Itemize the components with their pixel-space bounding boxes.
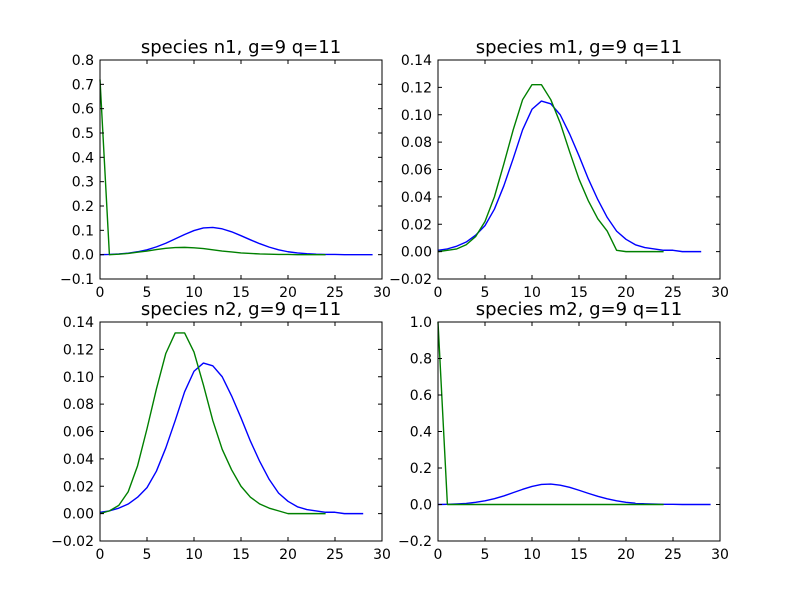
series-line-1: [437, 100, 702, 253]
x-tick-label: 20: [279, 547, 297, 563]
y-tick-label: 0.06: [63, 425, 94, 441]
x-tick-label: 30: [373, 547, 391, 563]
x-tick-label: 15: [570, 547, 588, 563]
series-line-2: [99, 79, 326, 256]
y-tick-label: 0.08: [401, 135, 432, 151]
subplot-2: 0 5 10 15 20 25 30 −0.02 0.00 0.02 0.04 0.06 0.08 0.1…: [389, 37, 729, 301]
x-tick-label: 5: [143, 285, 152, 301]
x-tick-label: 15: [570, 285, 588, 301]
y-tick-label: 0.6: [72, 102, 94, 118]
x-tick-label: 25: [326, 285, 344, 301]
x-tick-label: 0: [434, 547, 443, 563]
y-tick-label: 0.14: [63, 315, 94, 331]
y-tick-label: 0.12: [63, 342, 94, 358]
y-tick-label: 0.5: [72, 126, 94, 142]
y-tick-label: 0.2: [410, 461, 432, 477]
chart-title: species n1, g=9 q=11: [141, 37, 341, 58]
y-tick-label: 0.1: [72, 223, 94, 239]
y-tick-label: −0.02: [389, 272, 432, 288]
x-tick-label: 10: [523, 547, 541, 563]
y-tick-label: 0.10: [401, 108, 432, 124]
y-tick-label: 0.8: [72, 53, 94, 69]
y-tick-label: 0.4: [72, 150, 94, 166]
chart-title: species m1, g=9 q=11: [476, 37, 682, 58]
series-line-1: [437, 483, 711, 506]
series-line-1: [99, 362, 364, 515]
x-tick-label: 0: [434, 285, 443, 301]
x-tick-label: 10: [185, 547, 203, 563]
y-tick-label: 0.2: [72, 199, 94, 215]
subplot-1: 0 5 10 15 20 25 30 −0.1 0.0 0.1 0.2 0.3 0.4 0.5 0.6 0.7…: [60, 37, 391, 301]
subplot-4: 0 5 10 15 20 25 30 −0.2 0.0 0.2 0.4 0.6 0.8 1.0 specie…: [398, 299, 729, 563]
y-tick-label: 0.6: [410, 388, 432, 404]
x-tick-label: 25: [664, 285, 682, 301]
x-tick-label: 30: [711, 547, 729, 563]
y-tick-label: 0.4: [410, 425, 432, 441]
x-tick-label: 20: [617, 285, 635, 301]
y-tick-label: 0.7: [72, 77, 94, 93]
y-tick-label: 0.0: [72, 248, 94, 264]
series-line-2: [437, 321, 664, 506]
x-tick-label: 25: [664, 547, 682, 563]
x-tick-label: 5: [481, 547, 490, 563]
chart-title: species n2, g=9 q=11: [141, 299, 341, 320]
x-tick-label: 30: [711, 285, 729, 301]
x-tick-label: 10: [185, 285, 203, 301]
x-tick-label: 15: [232, 547, 250, 563]
series-line-2: [99, 332, 326, 515]
series-line-2: [437, 83, 664, 253]
y-tick-label: 0.3: [72, 175, 94, 191]
y-tick-label: 0.00: [63, 507, 94, 523]
x-tick-label: 30: [373, 285, 391, 301]
y-tick-label: 0.12: [401, 80, 432, 96]
y-tick-label: 0.14: [401, 53, 432, 69]
chart-title: species m2, g=9 q=11: [476, 299, 682, 320]
y-tick-label: 0.02: [401, 217, 432, 233]
y-tick-label: −0.2: [398, 534, 432, 550]
x-tick-label: 0: [96, 285, 105, 301]
y-tick-label: −0.02: [51, 534, 94, 550]
x-tick-label: 5: [143, 547, 152, 563]
x-tick-label: 15: [232, 285, 250, 301]
y-tick-label: 0.04: [401, 190, 432, 206]
y-tick-label: 0.00: [401, 245, 432, 261]
x-tick-label: 20: [279, 285, 297, 301]
y-tick-label: 0.0: [410, 498, 432, 514]
y-tick-label: −0.1: [60, 272, 94, 288]
x-tick-label: 5: [481, 285, 490, 301]
y-tick-label: 1.0: [410, 315, 432, 331]
y-tick-label: 0.10: [63, 370, 94, 386]
y-tick-label: 0.08: [63, 397, 94, 413]
x-tick-label: 10: [523, 285, 541, 301]
subplot-3: 0 5 10 15 20 25 30 −0.02 0.00 0.02 0.04 0.06 0.08 0.1…: [51, 299, 391, 563]
x-tick-label: 25: [326, 547, 344, 563]
x-tick-label: 20: [617, 547, 635, 563]
y-tick-label: 0.02: [63, 479, 94, 495]
y-tick-label: 0.04: [63, 452, 94, 468]
x-tick-label: 0: [96, 547, 105, 563]
y-tick-label: 0.8: [410, 352, 432, 368]
y-tick-label: 0.06: [401, 163, 432, 179]
series-line-1: [99, 226, 373, 256]
